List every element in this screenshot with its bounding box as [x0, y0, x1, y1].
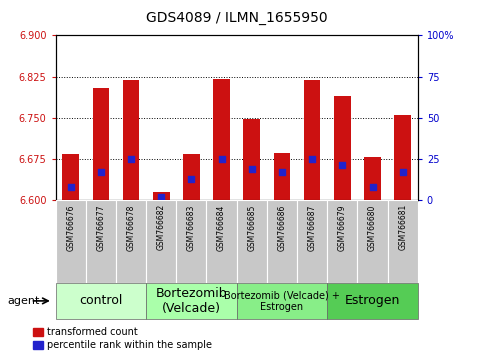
- Point: [308, 156, 316, 162]
- Bar: [146, 200, 176, 283]
- Text: GSM766686: GSM766686: [277, 204, 286, 251]
- Point: [369, 184, 376, 190]
- Point: [187, 176, 195, 182]
- Text: GSM766678: GSM766678: [127, 204, 136, 251]
- Bar: [364, 157, 381, 200]
- Text: agent: agent: [7, 296, 40, 306]
- Bar: [395, 115, 411, 200]
- Bar: [93, 87, 109, 200]
- Text: Bortezomib
(Velcade): Bortezomib (Velcade): [156, 287, 227, 315]
- Bar: [304, 80, 320, 200]
- Point: [218, 156, 226, 162]
- Point: [127, 156, 135, 162]
- Point: [278, 169, 286, 175]
- Point: [248, 166, 256, 172]
- Text: Estrogen: Estrogen: [345, 295, 400, 307]
- Point: [97, 169, 105, 175]
- Bar: [207, 200, 237, 283]
- Text: GSM766681: GSM766681: [398, 204, 407, 250]
- Bar: [153, 192, 170, 200]
- Bar: [183, 154, 199, 200]
- Text: GSM766680: GSM766680: [368, 204, 377, 251]
- Text: GSM766684: GSM766684: [217, 204, 226, 251]
- Bar: [327, 200, 357, 283]
- Legend: transformed count, percentile rank within the sample: transformed count, percentile rank withi…: [29, 324, 216, 354]
- Text: GSM766687: GSM766687: [308, 204, 317, 251]
- Bar: [56, 200, 86, 283]
- Bar: [274, 153, 290, 200]
- Bar: [213, 79, 230, 200]
- Bar: [327, 283, 418, 319]
- Text: control: control: [79, 295, 123, 307]
- Bar: [237, 283, 327, 319]
- Bar: [388, 200, 418, 283]
- Bar: [56, 283, 146, 319]
- Point: [67, 184, 74, 190]
- Text: GSM766677: GSM766677: [96, 204, 105, 251]
- Bar: [267, 200, 297, 283]
- Bar: [116, 200, 146, 283]
- Bar: [297, 200, 327, 283]
- Text: GSM766685: GSM766685: [247, 204, 256, 251]
- Point: [339, 162, 346, 168]
- Text: GSM766683: GSM766683: [187, 204, 196, 251]
- Text: GDS4089 / ILMN_1655950: GDS4089 / ILMN_1655950: [146, 11, 327, 25]
- Bar: [334, 96, 351, 200]
- Point: [399, 169, 407, 175]
- Bar: [357, 200, 388, 283]
- Bar: [123, 80, 139, 200]
- Bar: [86, 200, 116, 283]
- Point: [157, 194, 165, 200]
- Bar: [237, 200, 267, 283]
- Bar: [176, 200, 207, 283]
- Bar: [243, 119, 260, 200]
- Text: GSM766676: GSM766676: [66, 204, 75, 251]
- Bar: [62, 154, 79, 200]
- Text: GSM766679: GSM766679: [338, 204, 347, 251]
- Bar: [146, 283, 237, 319]
- Text: Bortezomib (Velcade) +
Estrogen: Bortezomib (Velcade) + Estrogen: [224, 290, 340, 312]
- Text: GSM766682: GSM766682: [156, 204, 166, 250]
